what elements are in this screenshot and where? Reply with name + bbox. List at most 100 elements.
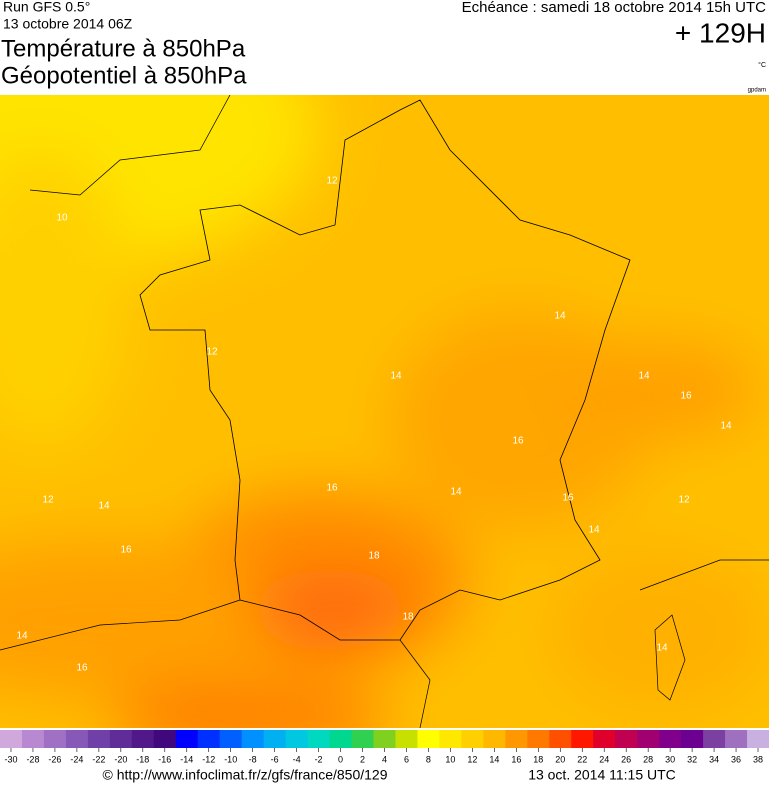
scale-label: 12 (467, 754, 477, 764)
contour-label: 10 (56, 213, 68, 224)
scale-label: 6 (404, 754, 409, 764)
scale-cell (175, 730, 199, 748)
run: Run GFS 0.5° (3, 0, 90, 15)
contour-label: 14 (390, 371, 402, 382)
contour-label: 16 (326, 483, 338, 494)
scale-cell (461, 730, 484, 748)
scale-label: 16 (511, 754, 521, 764)
footer-time: 13 oct. 2014 11:15 UTC (528, 767, 676, 783)
contour-label: 16 (120, 545, 132, 556)
scale-cell (131, 730, 155, 748)
contour-label: 14 (16, 631, 28, 642)
contour-label: 16 (562, 493, 574, 504)
subtitle: Géopotentiel à 850hPa (1, 62, 247, 89)
contour-label: 16 (76, 663, 88, 674)
scale-cell (681, 730, 704, 748)
scale-cell (109, 730, 133, 748)
scale-cell (87, 730, 111, 748)
scale-cell (703, 730, 726, 748)
scale-cell (725, 730, 748, 748)
contour-label: 12 (42, 495, 54, 506)
contour-label: 14 (720, 421, 732, 432)
scale-label: 24 (599, 754, 609, 764)
scale-label: 10 (445, 754, 455, 764)
scale-cell (747, 730, 769, 748)
contour-label: 12 (206, 347, 218, 358)
title: Température à 850hPa (1, 35, 246, 62)
scale-cell (21, 730, 45, 748)
scale-label: -8 (249, 754, 257, 764)
scale-label: -4 (293, 754, 301, 764)
scale-label: -30 (4, 754, 17, 764)
run-date: 13 octobre 2014 06Z (3, 16, 133, 32)
scale-label: -24 (70, 754, 83, 764)
scale-label: 2 (360, 754, 365, 764)
scale-cell (483, 730, 506, 748)
scale-cell (659, 730, 682, 748)
scale-label: -6 (271, 754, 279, 764)
contour-label: 14 (656, 643, 668, 654)
color-scale: -30 -28 -26 -24 -22 -20 -18 -16 -14 -12 -10 -8 -6 -4-… (0, 730, 769, 764)
scale-cell (615, 730, 638, 748)
contour-label: 16 (512, 436, 524, 447)
scale-label: 26 (621, 754, 631, 764)
scale-cell (329, 730, 353, 748)
scale-label: -14 (180, 754, 193, 764)
scale-label: -28 (26, 754, 39, 764)
scale-label: 30 (665, 754, 675, 764)
scale-cell (505, 730, 528, 748)
scale-cell (43, 730, 67, 748)
scale-cell (65, 730, 89, 748)
scale-cell (153, 730, 177, 748)
scale-label: 22 (577, 754, 587, 764)
contour-label: 14 (554, 311, 566, 322)
scale-cell (263, 730, 287, 748)
scale-cell (637, 730, 660, 748)
scale-cell (307, 730, 331, 748)
scale-label: 18 (533, 754, 543, 764)
scale-cell (197, 730, 221, 748)
unit: °C (758, 61, 766, 69)
scale-label: -2 (315, 754, 323, 764)
contour-label: 14 (638, 371, 650, 382)
contour-label: 14 (588, 525, 600, 536)
unit2: gpdam (748, 88, 766, 94)
scale-cell (417, 730, 440, 748)
scale-label: 0 (338, 754, 343, 764)
contour-label: 12 (326, 176, 338, 187)
scale-label: 14 (489, 754, 499, 764)
scale-label: -22 (92, 754, 105, 764)
contour-label: 16 (680, 391, 692, 402)
temperature-field (0, 95, 769, 728)
scale-cell (549, 730, 572, 748)
scale-cell (373, 730, 396, 748)
scale-label: 20 (555, 754, 565, 764)
contour-label: 14 (98, 501, 110, 512)
scale-label: -20 (114, 754, 127, 764)
scale-cell (571, 730, 594, 748)
scale-cell (219, 730, 243, 748)
contour-label: 14 (450, 487, 462, 498)
scale-label: -10 (224, 754, 237, 764)
scale-label: 28 (643, 754, 653, 764)
scale-cell (241, 730, 265, 748)
scale-label: 36 (731, 754, 741, 764)
scale-cell (395, 730, 418, 748)
scale-label: 8 (426, 754, 431, 764)
scale-cell (439, 730, 462, 748)
scale-label: 32 (687, 754, 697, 764)
footer-url: © http://www.infoclimat.fr/z/gfs/france/… (103, 767, 388, 783)
contour-label: 12 (678, 495, 690, 506)
contour-label: 18 (402, 612, 414, 623)
scale-label: -16 (158, 754, 171, 764)
scale-cell (351, 730, 375, 748)
coastlines (0, 95, 769, 728)
forecast: Echéance : samedi 18 octobre 2014 15h UT… (462, 0, 767, 16)
scale-label: -12 (202, 754, 215, 764)
contour-label: 18 (368, 551, 380, 562)
france-outline (139, 99, 631, 641)
contour-labels: 10 12 12 12 14 14 14 14 14 14 16 16 16 16 16 18 18 12 14 16… (16, 176, 732, 674)
scale-cell (593, 730, 616, 748)
